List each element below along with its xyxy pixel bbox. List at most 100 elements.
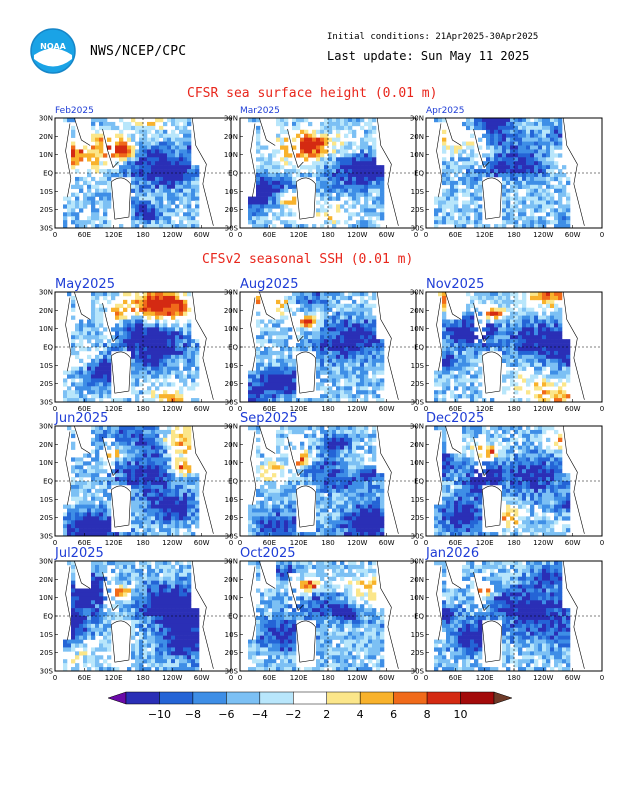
lon-tick-label: 180 (321, 405, 334, 413)
lat-tick-label: EQ (414, 344, 424, 352)
lon-tick-label: 0 (53, 674, 57, 682)
lon-tick-label: 180 (321, 539, 334, 547)
colorbar-segment (125, 691, 160, 705)
lon-tick-label: 120W (347, 231, 367, 239)
lat-tick-label: 20N (410, 133, 424, 141)
lon-tick-label: 180 (321, 674, 334, 682)
panel-label-dec2025: Dec2025 (426, 411, 485, 426)
lon-tick-label: 60W (565, 674, 581, 682)
colorbar-tick-label: −4 (252, 708, 268, 721)
lon-tick-label: 180 (136, 539, 149, 547)
lon-tick-label: 120W (533, 674, 553, 682)
lat-tick-label: 30N (39, 289, 53, 297)
colorbar-segment (259, 691, 294, 705)
lat-tick-label: 30N (410, 289, 424, 297)
lat-tick-label: 20S (40, 380, 54, 388)
colorbar-segment (326, 691, 361, 705)
lon-tick-label: 60E (78, 405, 91, 413)
colorbar-tick-label: −10 (148, 708, 171, 721)
colorbar-tick-label: 2 (323, 708, 330, 721)
lon-tick-label: 0 (414, 405, 418, 413)
lon-tick-label: 60W (565, 539, 581, 547)
lat-tick-label: 10N (410, 151, 424, 159)
lon-tick-label: 180 (136, 405, 149, 413)
lon-tick-label: 0 (229, 405, 233, 413)
lat-tick-label: 10S (411, 188, 425, 196)
lon-tick-label: 0 (229, 674, 233, 682)
coastline (436, 560, 585, 669)
colorbar-segment (293, 691, 327, 705)
lat-tick-label: 20S (225, 380, 239, 388)
lon-tick-label: 120E (290, 405, 308, 413)
lon-tick-label: 0 (238, 539, 242, 547)
lon-tick-label: 0 (414, 231, 418, 239)
lon-tick-label: 180 (507, 674, 520, 682)
lon-tick-label: 0 (424, 539, 428, 547)
lat-tick-label: 20S (225, 206, 239, 214)
lat-tick-label: 20N (224, 441, 238, 449)
panel-label-sep2025: Sep2025 (240, 411, 298, 426)
lat-tick-label: EQ (43, 344, 53, 352)
lon-tick-label: 120E (105, 539, 123, 547)
colorbar-segment (359, 691, 394, 705)
colorbar-under-arrow (108, 691, 127, 705)
lon-tick-label: 60W (379, 674, 395, 682)
lat-tick-label: EQ (43, 613, 53, 621)
lon-tick-label: 60W (194, 674, 210, 682)
lon-tick-label: 60E (449, 231, 462, 239)
coastline (250, 291, 399, 400)
lat-tick-label: 10S (40, 362, 54, 370)
lat-tick-label: 30S (411, 399, 425, 407)
lat-tick-label: EQ (228, 613, 238, 621)
observed-section-title: CFSR sea surface height (0.01 m) (187, 86, 438, 101)
lon-tick-label: 60W (565, 405, 581, 413)
panel-label-apr2025: Apr2025 (426, 106, 465, 116)
lon-tick-label: 60E (263, 539, 276, 547)
panel-label-aug2025: Aug2025 (240, 277, 299, 292)
lon-tick-label: 120E (476, 231, 494, 239)
lon-tick-label: 60E (78, 231, 91, 239)
colorbar-segment (226, 691, 261, 705)
lat-tick-label: 20S (40, 649, 54, 657)
lat-tick-label: 30N (224, 423, 238, 431)
lat-tick-label: 10N (224, 459, 238, 467)
lon-tick-label: 120W (533, 405, 553, 413)
lon-tick-label: 60E (449, 539, 462, 547)
colorbar-segment (393, 691, 428, 705)
lat-tick-label: 20S (225, 649, 239, 657)
lon-tick-label: 0 (600, 405, 604, 413)
lat-tick-label: 20S (40, 206, 54, 214)
lon-tick-label: 60W (379, 539, 395, 547)
coastline (250, 560, 399, 669)
lat-tick-label: 20S (40, 514, 54, 522)
lon-tick-label: 120W (347, 539, 367, 547)
coastline (436, 425, 585, 534)
colorbar-segment (159, 691, 194, 705)
lat-tick-label: 20N (410, 576, 424, 584)
lat-tick-label: 20S (411, 380, 425, 388)
panel-label-jul2025: Jul2025 (55, 546, 104, 561)
lat-tick-label: 10N (39, 325, 53, 333)
lat-tick-label: 30S (411, 533, 425, 541)
lat-tick-label: 30S (225, 399, 239, 407)
lat-tick-label: 10N (410, 594, 424, 602)
lon-tick-label: 0 (600, 674, 604, 682)
lon-tick-label: 0 (414, 674, 418, 682)
lon-tick-label: 120E (105, 231, 123, 239)
panel-label-mar2025: Mar2025 (240, 106, 280, 116)
lat-tick-label: 20S (411, 206, 425, 214)
panel-label-jun2025: Jun2025 (55, 411, 109, 426)
panel-label-jan2026: Jan2026 (426, 546, 480, 561)
logo-text: NOAA (40, 42, 66, 51)
lat-tick-label: 10S (225, 631, 239, 639)
lat-tick-label: 30N (224, 115, 238, 123)
coastline (436, 117, 585, 226)
noaa-logo: NOAA (30, 28, 76, 74)
lat-tick-label: 20N (39, 307, 53, 315)
lon-tick-label: 120E (476, 539, 494, 547)
lon-tick-label: 120E (290, 674, 308, 682)
